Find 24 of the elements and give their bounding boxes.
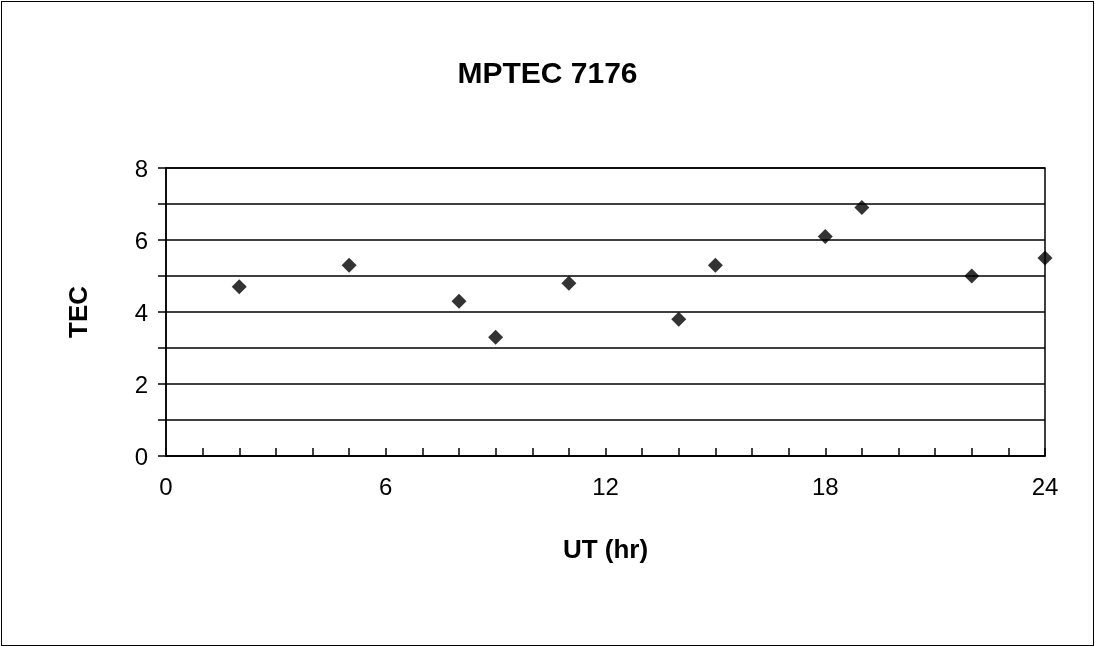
x-tick-label: 0 xyxy=(159,472,173,500)
point xyxy=(341,257,357,273)
chart-title: MPTEC 7176 xyxy=(457,55,638,89)
x-tick-label: 18 xyxy=(811,472,839,500)
y-axis-title: TEC xyxy=(63,285,93,338)
point xyxy=(671,311,687,327)
point xyxy=(817,228,833,244)
y-tick-label: 4 xyxy=(134,298,148,326)
point xyxy=(451,293,467,309)
y-tick-label: 6 xyxy=(134,226,148,254)
point xyxy=(561,275,577,291)
point xyxy=(488,329,504,345)
point xyxy=(1037,250,1053,266)
y-tick-label: 8 xyxy=(134,154,148,182)
y-tick-label: 2 xyxy=(134,370,148,398)
x-tick-label: 12 xyxy=(592,472,619,500)
x-tick-label: 6 xyxy=(379,472,393,500)
x-tick-label: 24 xyxy=(1031,472,1059,500)
x-axis-title: UT (hr) xyxy=(562,534,649,564)
y-tick-label: 0 xyxy=(134,442,148,470)
point xyxy=(964,268,980,284)
point xyxy=(707,257,723,273)
point xyxy=(854,200,870,216)
point xyxy=(231,279,247,295)
